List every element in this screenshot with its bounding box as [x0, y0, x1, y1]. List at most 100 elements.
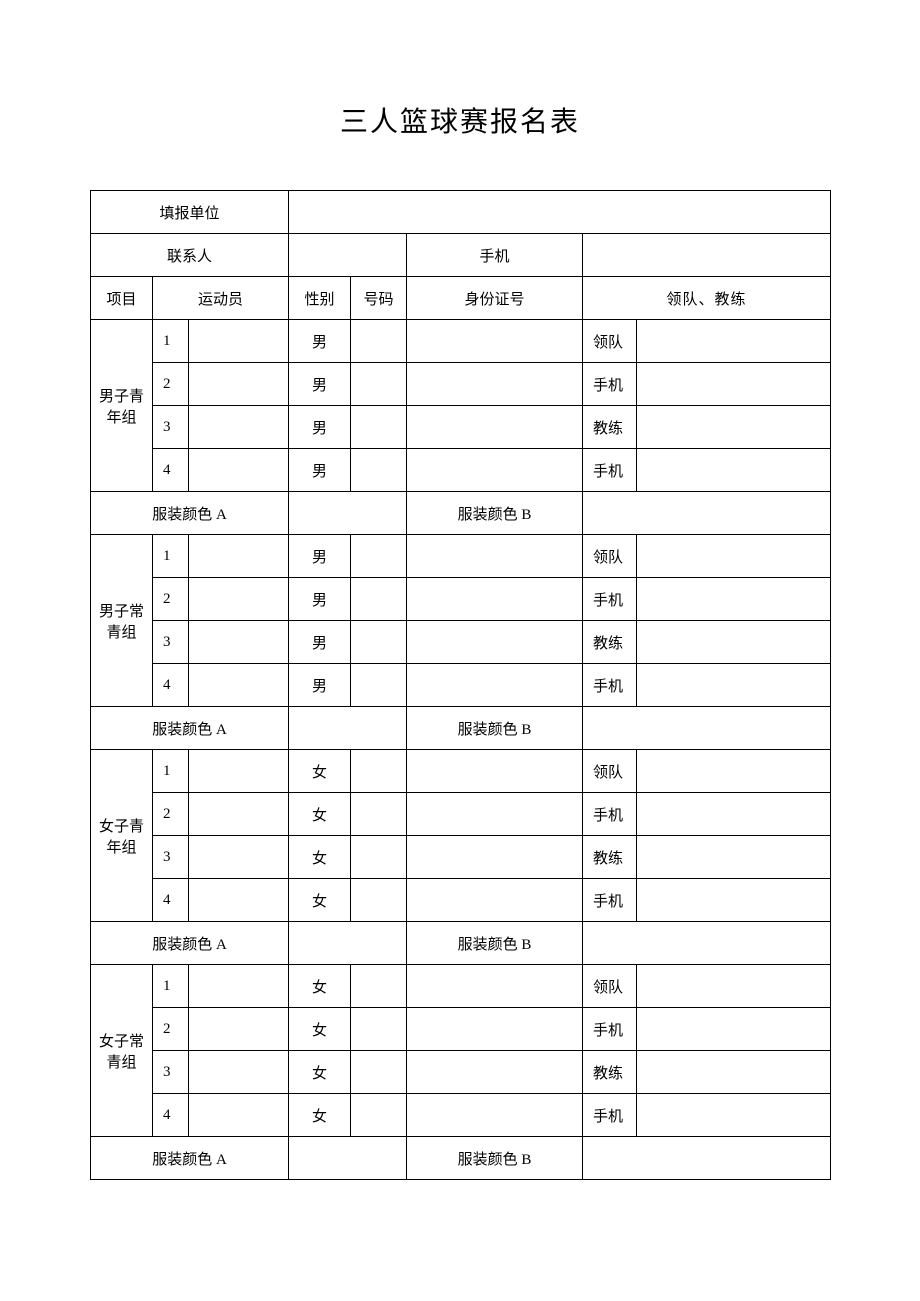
role-value — [637, 793, 831, 836]
table-row: 2 女 手机 — [91, 1008, 831, 1051]
role-value — [637, 836, 831, 879]
athlete-gender: 男 — [289, 621, 351, 664]
athlete-number — [351, 1094, 407, 1137]
athlete-id — [407, 320, 583, 363]
athlete-number — [351, 363, 407, 406]
uniform-a-value — [289, 492, 407, 535]
athlete-index: 4 — [153, 1094, 189, 1137]
role-label: 领队 — [583, 750, 637, 793]
athlete-id — [407, 879, 583, 922]
athlete-name — [189, 363, 289, 406]
athlete-gender: 女 — [289, 1008, 351, 1051]
role-label: 手机 — [583, 578, 637, 621]
group-name: 女子青年组 — [91, 750, 153, 922]
role-value — [637, 965, 831, 1008]
uniform-b-label: 服装颜色 B — [407, 1137, 583, 1180]
athlete-id — [407, 1008, 583, 1051]
role-label: 领队 — [583, 965, 637, 1008]
uniform-a-value — [289, 1137, 407, 1180]
athlete-name — [189, 1051, 289, 1094]
uniform-b-value — [583, 922, 831, 965]
athlete-name — [189, 1008, 289, 1051]
uniform-row: 服装颜色 A 服装颜色 B — [91, 922, 831, 965]
athlete-index: 2 — [153, 578, 189, 621]
uniform-row: 服装颜色 A服装颜色 B — [91, 492, 831, 535]
uniform-a-label: 服装颜色 A — [91, 1137, 289, 1180]
athlete-name — [189, 664, 289, 707]
role-label: 手机 — [583, 363, 637, 406]
table-row: 4女手机 — [91, 879, 831, 922]
col-number: 号码 — [351, 277, 407, 320]
table-row: 2 男 手机 — [91, 578, 831, 621]
uniform-b-label: 服装颜色 B — [407, 922, 583, 965]
group-name: 男子常青组 — [91, 535, 153, 707]
athlete-name — [189, 750, 289, 793]
role-value — [637, 1094, 831, 1137]
uniform-row: 服装颜色 A 服装颜色 B — [91, 1137, 831, 1180]
role-label: 教练 — [583, 621, 637, 664]
role-label: 手机 — [583, 1008, 637, 1051]
role-value — [637, 363, 831, 406]
athlete-gender: 男 — [289, 535, 351, 578]
role-label: 手机 — [583, 879, 637, 922]
athlete-id — [407, 965, 583, 1008]
role-value — [637, 1008, 831, 1051]
page-title: 三人篮球赛报名表 — [90, 100, 830, 140]
athlete-index: 4 — [153, 879, 189, 922]
role-label: 教练 — [583, 836, 637, 879]
table-row: 2男手机 — [91, 363, 831, 406]
athlete-number — [351, 449, 407, 492]
athlete-index: 1 — [153, 965, 189, 1008]
athlete-id — [407, 836, 583, 879]
role-value — [637, 449, 831, 492]
table-row: 女子青年组1女领队 — [91, 750, 831, 793]
athlete-gender: 女 — [289, 750, 351, 793]
athlete-gender: 男 — [289, 449, 351, 492]
role-value — [637, 320, 831, 363]
athlete-name — [189, 879, 289, 922]
athlete-gender: 男 — [289, 320, 351, 363]
athlete-id — [407, 578, 583, 621]
athlete-name — [189, 449, 289, 492]
athlete-index: 1 — [153, 320, 189, 363]
role-value — [637, 750, 831, 793]
athlete-name — [189, 793, 289, 836]
role-label: 教练 — [583, 1051, 637, 1094]
table-row: 3男教练 — [91, 621, 831, 664]
athlete-gender: 男 — [289, 363, 351, 406]
row-contact: 联系人 手机 — [91, 234, 831, 277]
athlete-name — [189, 965, 289, 1008]
row-columns-header: 项目 运动员 性别 号码 身份证号 领队、教练 — [91, 277, 831, 320]
table-row: 女子常青组1女领队 — [91, 965, 831, 1008]
uniform-a-label: 服装颜色 A — [91, 922, 289, 965]
athlete-index: 3 — [153, 1051, 189, 1094]
athlete-number — [351, 535, 407, 578]
athlete-number — [351, 793, 407, 836]
athlete-number — [351, 1008, 407, 1051]
role-value — [637, 535, 831, 578]
athlete-gender: 女 — [289, 793, 351, 836]
athlete-index: 3 — [153, 836, 189, 879]
athlete-id — [407, 363, 583, 406]
role-label: 领队 — [583, 320, 637, 363]
athlete-index: 2 — [153, 1008, 189, 1051]
athlete-index: 4 — [153, 449, 189, 492]
athlete-index: 1 — [153, 750, 189, 793]
athlete-gender: 男 — [289, 578, 351, 621]
athlete-id — [407, 750, 583, 793]
col-athlete: 运动员 — [153, 277, 289, 320]
athlete-gender: 女 — [289, 1051, 351, 1094]
org-label: 填报单位 — [91, 191, 289, 234]
athlete-name — [189, 1094, 289, 1137]
athlete-number — [351, 664, 407, 707]
role-label: 手机 — [583, 664, 637, 707]
athlete-index: 1 — [153, 535, 189, 578]
athlete-index: 4 — [153, 664, 189, 707]
athlete-id — [407, 406, 583, 449]
athlete-id — [407, 1094, 583, 1137]
table-row: 3 女 教练 — [91, 1051, 831, 1094]
uniform-row: 服装颜色 A服装颜色 B — [91, 707, 831, 750]
athlete-gender: 男 — [289, 664, 351, 707]
uniform-b-value — [583, 1137, 831, 1180]
role-label: 手机 — [583, 793, 637, 836]
